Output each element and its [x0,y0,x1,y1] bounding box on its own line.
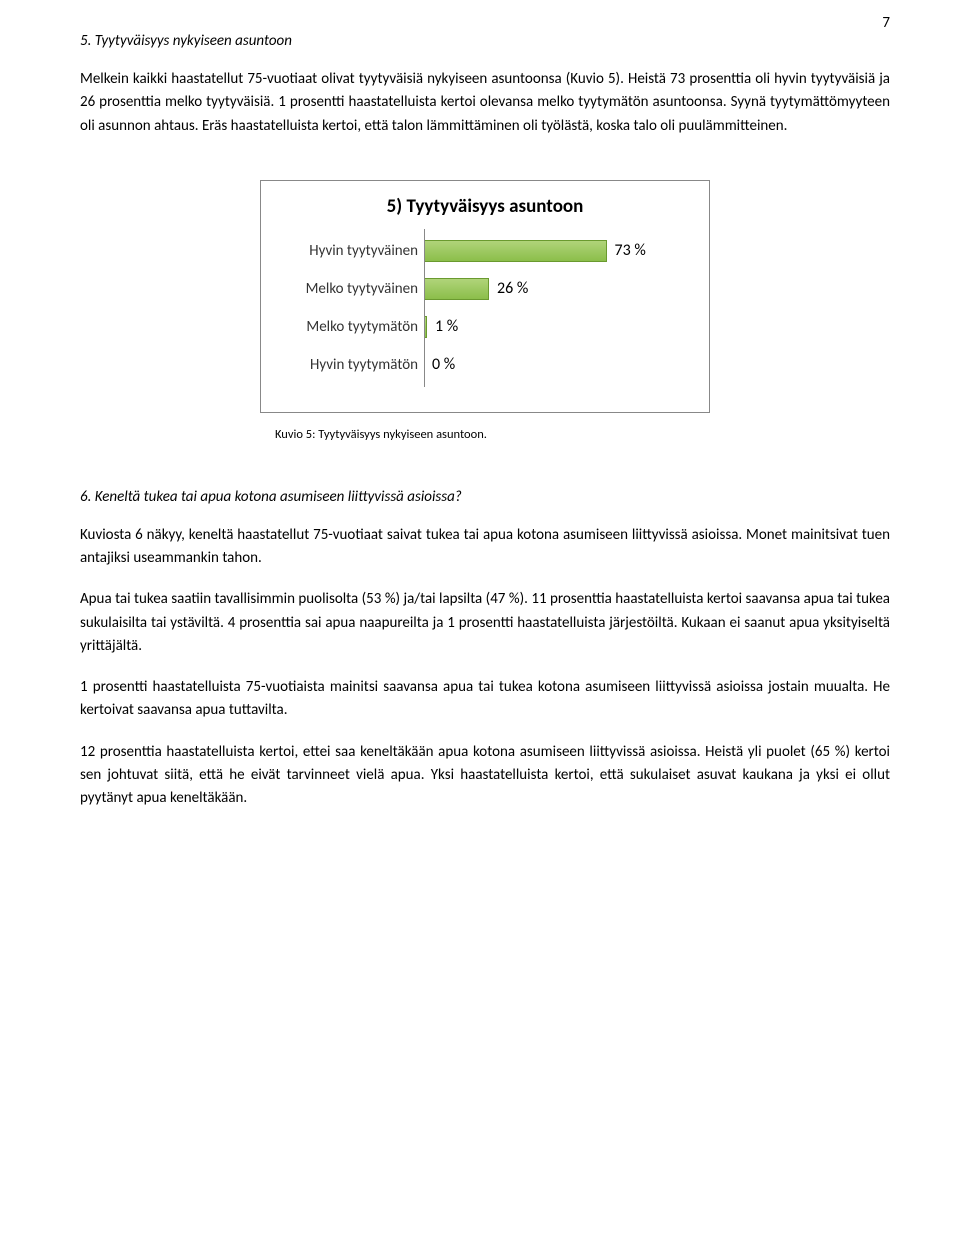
chart-value-label: 73 % [615,241,646,260]
chart-value-label: 0 % [432,355,455,374]
chart-row: Melko tyytyväinen 26 % [279,278,691,300]
chart-bar-wrap: 1 % [424,316,691,338]
section6-para4: 12 prosenttia haastatelluista kertoi, et… [80,741,890,811]
chart-row: Melko tyytymätön 1 % [279,316,691,338]
chart-bar-wrap: 26 % [424,278,691,300]
chart-bar [424,278,489,300]
chart-category-label: Hyvin tyytymätön [279,356,424,374]
section6-para3: 1 prosentti haastatelluista 75-vuotiaist… [80,676,890,723]
chart-category-label: Melko tyytymätön [279,318,424,336]
chart-tyytyvaisyys: 5) Tyytyväisyys asuntoon Hyvin tyytyväin… [260,180,710,413]
page-number: 7 [882,14,890,32]
chart-bar-wrap: 73 % [424,240,691,262]
chart-caption: Kuvio 5: Tyytyväisyys nykyiseen asuntoon… [275,427,890,442]
chart-bar [424,240,607,262]
section6-para2: Apua tai tukea saatiin tavallisimmin puo… [80,588,890,658]
section6-heading: 6. Keneltä tukea tai apua kotona asumise… [80,488,890,506]
chart-category-label: Hyvin tyytyväinen [279,242,424,260]
section5-para1: Melkein kaikki haastatellut 75-vuotiaat … [80,68,890,138]
chart-area: Hyvin tyytyväinen 73 % Melko tyytyväinen 26… [279,240,691,376]
chart-row: Hyvin tyytyväinen 73 % [279,240,691,262]
chart-bar-wrap: 0 % [424,354,691,376]
section6-para1: Kuviosta 6 näkyy, keneltä haastatellut 7… [80,524,890,571]
section5-heading: 5. Tyytyväisyys nykyiseen asuntoon [80,32,890,50]
chart-value-label: 1 % [435,317,458,336]
chart-category-label: Melko tyytyväinen [279,280,424,298]
chart-value-label: 26 % [497,279,528,298]
chart-title: 5) Tyytyväisyys asuntoon [279,195,691,218]
chart-row: Hyvin tyytymätön 0 % [279,354,691,376]
